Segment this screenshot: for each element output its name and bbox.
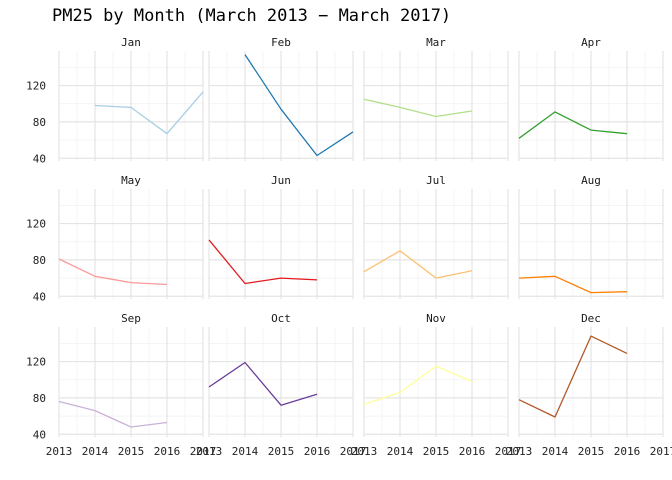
x-tick-label: 2017 [495, 445, 522, 458]
y-tick-label: 80 [33, 254, 46, 267]
series-line-jan [94, 91, 204, 135]
x-tick-label: 2014 [232, 445, 259, 458]
series-line-apr [518, 111, 628, 139]
chart-title: PM25 by Month (March 2013 − March 2017) [52, 6, 451, 26]
series-line-feb [244, 54, 354, 157]
x-tick-label: 2015 [268, 445, 295, 458]
x-tick-label: 2017 [340, 445, 367, 458]
facet-panel-oct: Oct 2013 2014 2015 2016 2017 [196, 312, 367, 458]
y-tick-label: 80 [33, 116, 46, 129]
x-tick-label: 2013 [46, 445, 73, 458]
series-line-dec [518, 335, 628, 418]
y-tick-label: 40 [33, 290, 46, 303]
x-tick-label: 2016 [304, 445, 331, 458]
x-tick-label: 2016 [459, 445, 486, 458]
facet-panel-jun: Jun [208, 174, 354, 299]
x-tick-label: 2016 [154, 445, 181, 458]
x-tick-label: 2014 [387, 445, 414, 458]
facet-label-dec: Dec [581, 312, 601, 325]
y-tick-label: 40 [33, 428, 46, 441]
facet-label-may: May [121, 174, 141, 187]
facet-panel-may: May 40 80 120 [26, 174, 204, 303]
facet-label-feb: Feb [271, 36, 291, 49]
series-line-mar [363, 98, 473, 118]
facet-label-aug: Aug [581, 174, 601, 187]
facet-panel-nov: Nov 2013 2014 2015 2016 2017 [351, 312, 522, 458]
facet-label-apr: Apr [581, 36, 601, 49]
facet-panels: Jan 40 80 120 Feb Mar Apr May 40 80 120 Jun Jul Aug Se… [26, 36, 672, 458]
facet-panel-dec: Dec 2013 2014 2015 2016 2017 [506, 312, 672, 458]
series-line-jun [208, 239, 318, 285]
x-tick-label: 2013 [351, 445, 378, 458]
facet-label-jun: Jun [271, 174, 291, 187]
facet-panel-aug: Aug [518, 174, 664, 299]
facet-label-oct: Oct [271, 312, 291, 325]
x-tick-label: 2017 [650, 445, 672, 458]
y-tick-label: 120 [26, 80, 46, 93]
x-tick-label: 2013 [196, 445, 223, 458]
series-line-sep [58, 400, 168, 428]
facet-panel-jul: Jul [363, 174, 509, 299]
facet-panel-mar: Mar [363, 36, 509, 161]
facet-label-jan: Jan [121, 36, 141, 49]
y-tick-label: 120 [26, 218, 46, 231]
y-tick-label: 40 [33, 152, 46, 165]
facet-panel-apr: Apr [518, 36, 664, 161]
facet-label-jul: Jul [426, 174, 446, 187]
facet-panel-jan: Jan 40 80 120 [26, 36, 204, 165]
x-tick-label: 2014 [542, 445, 569, 458]
x-tick-label: 2015 [423, 445, 450, 458]
y-tick-label: 80 [33, 392, 46, 405]
facet-label-nov: Nov [426, 312, 446, 325]
y-tick-label: 120 [26, 356, 46, 369]
x-tick-label: 2017 [190, 445, 217, 458]
facet-label-mar: Mar [426, 36, 446, 49]
x-tick-label: 2015 [118, 445, 145, 458]
x-tick-label: 2013 [506, 445, 533, 458]
x-tick-label: 2015 [578, 445, 605, 458]
facet-label-sep: Sep [121, 312, 141, 325]
facet-panel-sep: Sep 40 80 120 2013 2014 2015 2016 2017 [26, 312, 216, 458]
x-tick-label: 2016 [614, 445, 641, 458]
series-line-aug [518, 275, 628, 294]
series-line-jul [363, 250, 473, 279]
x-tick-label: 2014 [82, 445, 109, 458]
series-line-may [58, 258, 168, 286]
facet-panel-feb: Feb [208, 36, 354, 161]
series-line-oct [208, 361, 318, 406]
series-line-nov [363, 365, 473, 405]
